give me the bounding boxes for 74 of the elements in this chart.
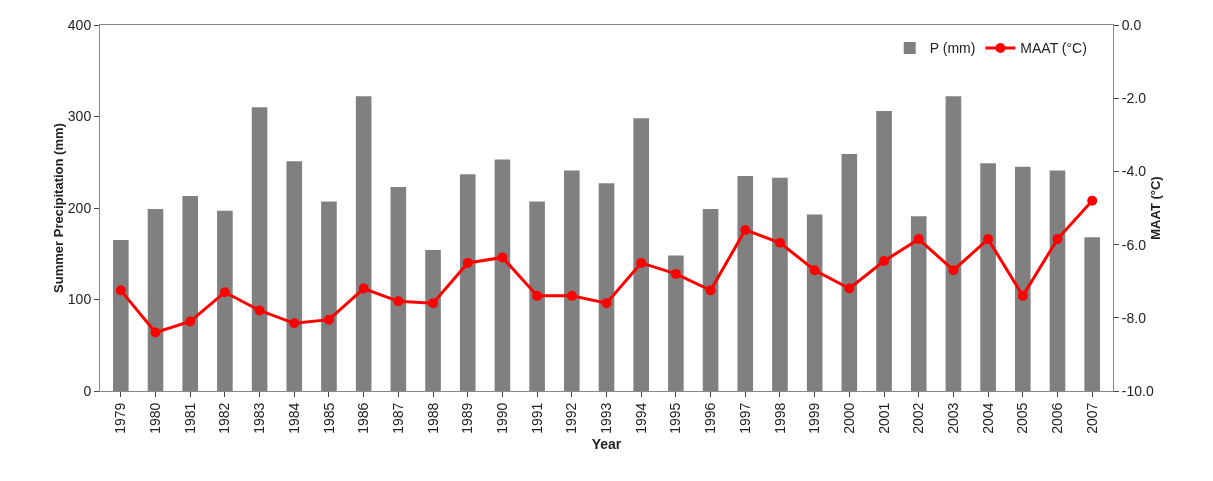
point [566, 290, 577, 301]
legend-label: MAAT (°C) [1020, 40, 1087, 57]
y-tick-label: 300 [67, 108, 92, 125]
point [983, 234, 994, 245]
point [219, 287, 230, 298]
x-tick-label: 1988 [424, 402, 441, 434]
point [497, 252, 508, 263]
point [1052, 234, 1063, 245]
x-tick-label: 1982 [216, 402, 233, 434]
y2-tick-label: 0.0 [1121, 16, 1142, 33]
x-tick-label: 1981 [181, 402, 198, 434]
point [1087, 195, 1098, 206]
point [393, 296, 404, 307]
x-tick-label: 1983 [251, 402, 268, 434]
x-tick-label: 1989 [459, 402, 476, 434]
y2-axis-title: MAAT (°C) [1148, 176, 1164, 240]
point [289, 318, 300, 329]
point [601, 298, 612, 309]
x-tick-label: 1991 [528, 402, 545, 434]
x-tick-label: 1984 [285, 402, 302, 434]
x-tick-label: 1986 [355, 402, 372, 434]
y2-tick-label: -8.0 [1121, 309, 1147, 326]
x-tick-label: 2005 [1014, 402, 1031, 434]
y2-tick-label: -4.0 [1121, 163, 1147, 180]
x-tick-label: 1992 [563, 402, 580, 434]
x-tick-label: 1999 [806, 402, 823, 434]
x-tick-label: 1997 [736, 402, 753, 434]
y-tick-label: 100 [67, 291, 92, 308]
point [462, 257, 473, 268]
y-tick-label: 400 [67, 16, 92, 33]
point [323, 314, 334, 325]
x-tick-label: 1996 [702, 402, 719, 434]
point [774, 237, 785, 248]
x-tick-label: 1994 [632, 402, 649, 434]
point [844, 283, 855, 294]
x-tick-label: 2006 [1049, 402, 1066, 434]
x-tick-label: 2007 [1083, 402, 1100, 434]
x-axis-title: Year [591, 435, 622, 452]
x-tick-label: 2004 [979, 402, 996, 434]
y-tick-label: 0 [83, 382, 92, 399]
x-tick-label: 2001 [875, 402, 892, 434]
point [705, 285, 716, 296]
x-tick-label: 1998 [771, 402, 788, 434]
legend-label: P (mm) [929, 40, 976, 57]
point [948, 265, 959, 276]
x-tick-label: 2003 [944, 402, 961, 434]
point [115, 285, 126, 296]
point [150, 327, 161, 338]
point [1017, 290, 1028, 301]
point [532, 290, 543, 301]
point [879, 256, 890, 267]
y-axis-title: Summer Precipitation (mm) [50, 123, 66, 293]
y2-tick-label: -10.0 [1121, 382, 1154, 399]
point [254, 305, 265, 316]
x-tick-label: 1980 [147, 402, 164, 434]
x-tick-label: 1987 [389, 402, 406, 434]
x-tick-label: 2002 [910, 402, 927, 434]
y-tick-label: 200 [67, 199, 92, 216]
x-tick-label: 1985 [320, 402, 337, 434]
point [428, 298, 439, 309]
x-tick-label: 1979 [112, 402, 129, 434]
point [740, 224, 751, 235]
point [358, 283, 369, 294]
y2-tick-label: -6.0 [1121, 236, 1147, 253]
point [913, 234, 924, 245]
point [670, 268, 681, 279]
y2-tick-label: -2.0 [1121, 90, 1147, 107]
x-tick-label: 1990 [493, 402, 510, 434]
x-tick-label: 1993 [598, 402, 615, 434]
point [185, 316, 196, 327]
point [636, 257, 647, 268]
point [809, 265, 820, 276]
x-tick-label: 2000 [840, 402, 857, 434]
x-tick-label: 1995 [667, 402, 684, 434]
